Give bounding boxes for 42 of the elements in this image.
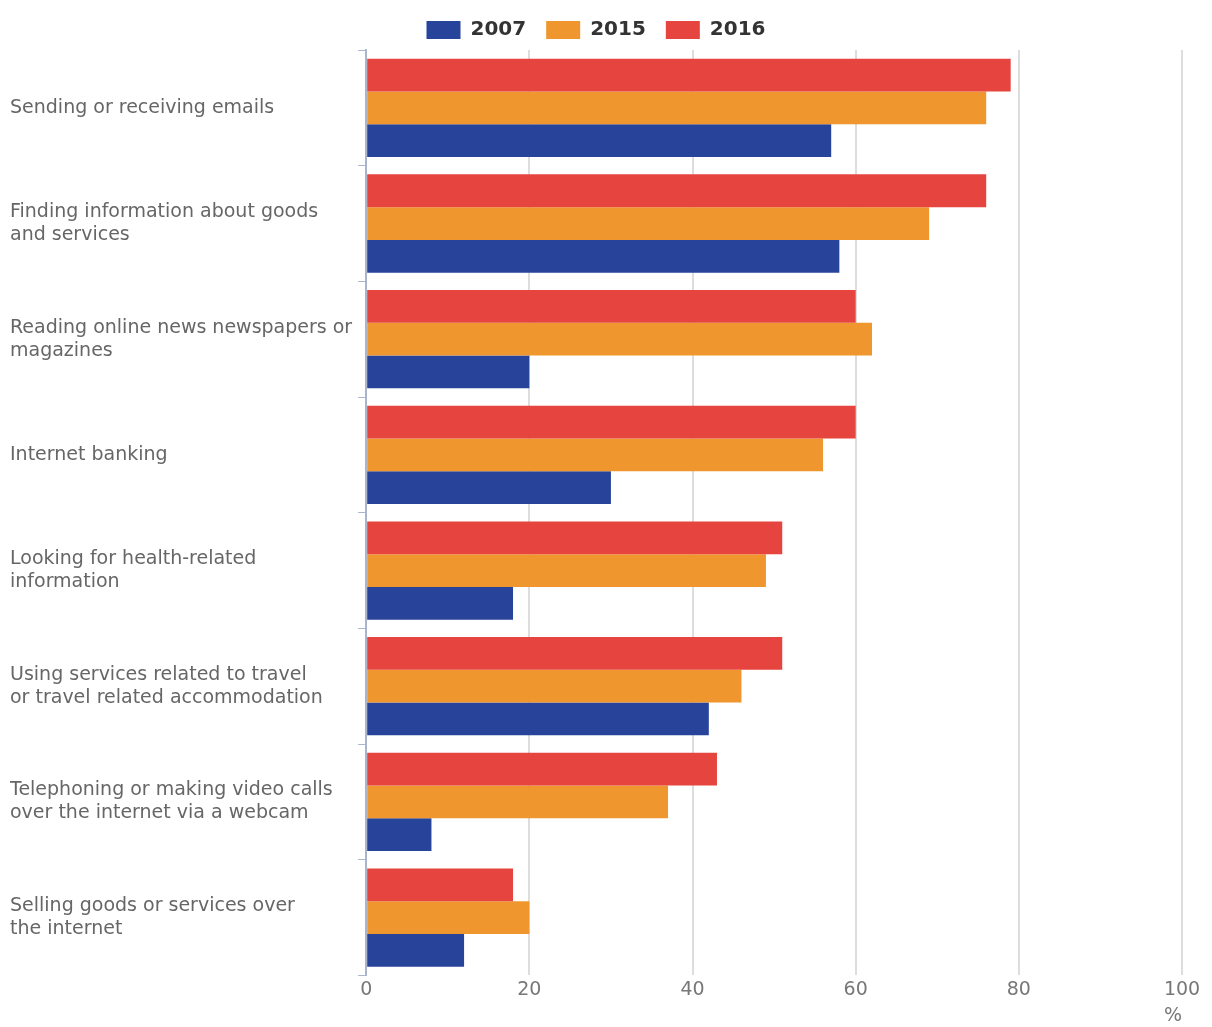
bar bbox=[367, 785, 669, 819]
bar bbox=[367, 207, 930, 240]
y-tick-label: Internet banking bbox=[10, 441, 168, 464]
legend-label: 2015 bbox=[590, 16, 646, 41]
bar bbox=[367, 355, 530, 389]
bar bbox=[367, 239, 840, 273]
y-tick-label: Telephoning or making video calls over the internet via a webcam bbox=[9, 777, 333, 823]
y-tick-label: Looking for health-related information bbox=[10, 546, 257, 591]
bar bbox=[367, 868, 514, 902]
bar bbox=[367, 405, 856, 439]
x-tick-label: 0 bbox=[360, 976, 373, 999]
bar bbox=[367, 586, 514, 620]
bar bbox=[367, 124, 832, 157]
bar bbox=[367, 702, 709, 736]
legend-label: 2007 bbox=[470, 16, 527, 41]
bar bbox=[367, 438, 824, 472]
bar bbox=[367, 818, 432, 852]
x-tick-label: 20 bbox=[517, 976, 542, 999]
bar bbox=[367, 554, 766, 587]
x-tick-label: 80 bbox=[1006, 976, 1031, 999]
bar bbox=[367, 933, 465, 967]
y-tick-label: Reading online news newspapers or magazines bbox=[10, 314, 353, 360]
y-tick-label: Selling goods or services over the internet bbox=[10, 893, 296, 938]
y-tick-label: Sending or receiving emails bbox=[10, 94, 275, 117]
bar bbox=[367, 290, 856, 323]
x-tick-label: 40 bbox=[680, 976, 705, 999]
bar bbox=[367, 322, 872, 356]
bar bbox=[367, 521, 783, 555]
x-tick-label: 100 bbox=[1163, 976, 1201, 999]
bar bbox=[367, 58, 1011, 92]
x-tick-label: 60 bbox=[843, 976, 868, 999]
bar bbox=[367, 637, 783, 670]
bar bbox=[367, 669, 742, 703]
bar bbox=[367, 91, 987, 125]
bar bbox=[367, 174, 987, 208]
bar bbox=[367, 471, 611, 505]
bar bbox=[367, 901, 530, 934]
y-tick-label: Using services related to travel or travel related accommodation bbox=[10, 661, 323, 707]
x-axis-title: % bbox=[1163, 1002, 1182, 1025]
legend-label: 2016 bbox=[709, 16, 766, 41]
y-tick-label: Finding information about goods and services bbox=[10, 199, 319, 244]
bar bbox=[367, 752, 717, 786]
